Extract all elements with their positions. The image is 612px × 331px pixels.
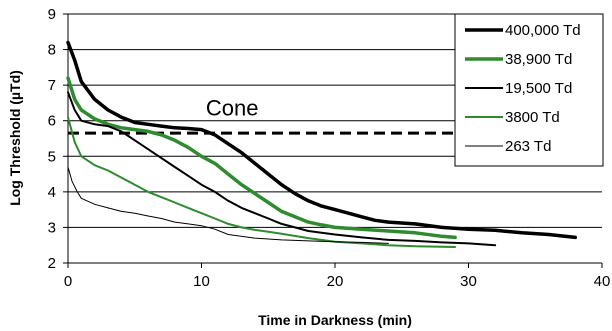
series-line-2 — [66, 76, 457, 240]
axes — [63, 13, 603, 268]
tick-labels: 2 3 4 5 6 7 8 9 0 10 20 30 40 — [48, 6, 611, 290]
x-tick-label: 0 — [64, 273, 72, 290]
y-tick-label: 7 — [48, 77, 56, 94]
y-tick-label: 9 — [48, 6, 56, 23]
legend-box — [454, 13, 604, 167]
legend-label: 3800 Td — [505, 109, 560, 126]
legend-label: 263 Td — [505, 138, 551, 155]
x-tick-label: 30 — [460, 273, 477, 290]
y-tick-label: 3 — [48, 219, 56, 236]
y-tick-label: 4 — [48, 184, 56, 201]
x-tick-label: 40 — [594, 273, 611, 290]
legend-label: 400,000 Td — [505, 22, 581, 39]
y-axis-title: Log Threshold (µTd) — [7, 70, 23, 206]
y-tick-label: 2 — [48, 255, 56, 272]
y-tick-label: 5 — [48, 148, 56, 165]
y-tick-label: 6 — [48, 113, 56, 130]
y-tick-label: 8 — [48, 42, 56, 59]
legend-label: 19,500 Td — [505, 80, 572, 97]
series-line-5 — [67, 166, 389, 244]
series-line-3 — [67, 91, 497, 247]
x-tick-label: 10 — [193, 273, 210, 290]
legend-label: 38,900 Td — [505, 51, 572, 68]
legend: 400,000 Td 38,900 Td 19,500 Td 3800 Td 263 T… — [454, 13, 604, 167]
x-axis-title: Time in Darkness (min) — [258, 312, 412, 328]
series-lines — [66, 40, 578, 248]
cone-annotation: Cone — [206, 95, 259, 120]
x-tick-label: 20 — [327, 273, 344, 290]
series-line-1 — [66, 40, 578, 240]
